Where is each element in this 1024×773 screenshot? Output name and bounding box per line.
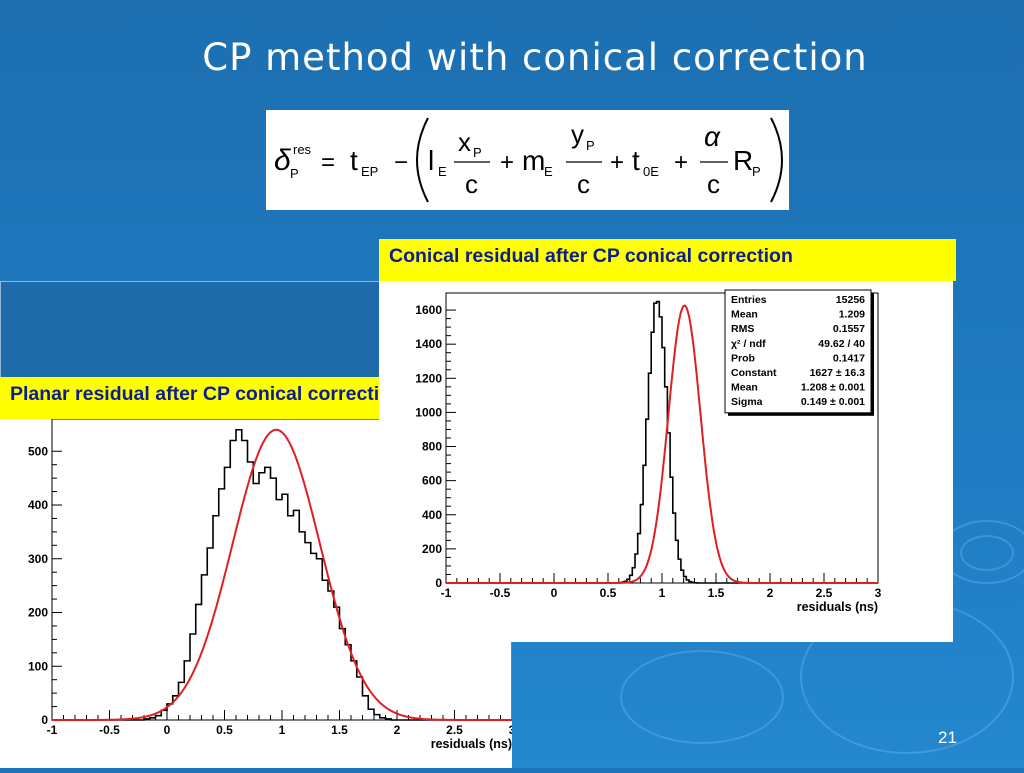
x-tick-label: 2.5 bbox=[446, 723, 463, 737]
stats-key: Constant bbox=[731, 367, 777, 379]
formula-delta: δ bbox=[274, 144, 291, 177]
histogram-series bbox=[446, 300, 878, 584]
stats-value: 0.149 ± 0.001 bbox=[801, 396, 865, 408]
x-tick-label: 0 bbox=[551, 586, 558, 600]
formula-eq: = bbox=[321, 149, 335, 176]
formula-alpha: α bbox=[704, 121, 721, 152]
stats-key: Mean bbox=[731, 309, 758, 321]
stats-value: 1627 ± 16.3 bbox=[810, 367, 866, 379]
y-tick-label: 800 bbox=[422, 440, 442, 454]
formula-t-sub: EP bbox=[361, 164, 378, 179]
conical-label: Conical residual after CP conical correc… bbox=[379, 239, 956, 281]
hidden-panel bbox=[0, 281, 382, 378]
x-tick-label: 0.5 bbox=[600, 586, 617, 600]
planar-chart: 0 100 200 300 400 500 -1 -0.5 0 0.5 1 1.5 2 2.5 3resid… bbox=[28, 418, 516, 751]
stats-value: 0.1557 bbox=[833, 323, 865, 335]
x-tick-label: 1 bbox=[279, 723, 286, 737]
y-tick-label: 200 bbox=[422, 542, 442, 556]
x-tick-label: 3 bbox=[509, 723, 512, 737]
stats-value: 15256 bbox=[836, 294, 865, 306]
planar-label: Planar residual after CP conical correct… bbox=[0, 377, 381, 419]
y-tick-label: 300 bbox=[28, 552, 48, 566]
x-tick-label: 1.5 bbox=[331, 723, 348, 737]
y-tick-label: 400 bbox=[28, 498, 48, 512]
y-tick-label: 1400 bbox=[415, 337, 442, 351]
x-tick-label: 2 bbox=[394, 723, 401, 737]
stats-value: 49.62 / 40 bbox=[818, 338, 865, 350]
x-tick-label: 1.5 bbox=[708, 586, 725, 600]
y-tick-label: 400 bbox=[422, 508, 442, 522]
x-tick-label: 0 bbox=[164, 723, 171, 737]
stats-value: 0.1417 bbox=[833, 352, 865, 364]
y-tick-label: 100 bbox=[28, 659, 48, 673]
conical-plot-panel: 0 200 400 600 800 1000 1200 1400 1600 -1 -0.5 0 0.5 1… bbox=[379, 281, 953, 642]
stats-key: Entries bbox=[731, 294, 767, 306]
stats-key: χ² / ndf bbox=[731, 338, 766, 350]
formula-right-paren bbox=[770, 117, 783, 203]
y-tick-label: 0 bbox=[435, 576, 442, 590]
stats-value: 1.208 ± 0.001 bbox=[801, 382, 865, 394]
x-tick-label: -0.5 bbox=[490, 586, 511, 600]
formula-box: δ res P = t EP − l E x P c + m E y P c + bbox=[266, 110, 789, 210]
formula-minus: − bbox=[394, 149, 408, 176]
histogram-series bbox=[52, 428, 512, 721]
x-tick-label: 0.5 bbox=[216, 723, 233, 737]
formula-x-sub: P bbox=[473, 145, 482, 160]
formula-plus: + bbox=[500, 149, 514, 176]
formula-left-paren bbox=[416, 117, 429, 203]
x-tick-label: -1 bbox=[47, 723, 58, 737]
y-tick-label: 1200 bbox=[415, 371, 442, 385]
formula-c: c bbox=[707, 169, 720, 199]
formula-R: R bbox=[733, 145, 753, 176]
stats-key: Prob bbox=[731, 352, 755, 364]
formula-t: t bbox=[350, 145, 358, 176]
formula: δ res P = t EP − l E x P c + m E y P c + bbox=[274, 117, 783, 203]
x-tick-label: -1 bbox=[441, 586, 452, 600]
y-tick-label: 0 bbox=[41, 713, 48, 727]
x-axis-label: residuals (ns) bbox=[797, 600, 878, 614]
stats-key: RMS bbox=[731, 323, 754, 335]
slide-number: 21 bbox=[938, 728, 957, 747]
formula-delta-sup: res bbox=[293, 142, 312, 157]
formula-R-sub: P bbox=[752, 164, 761, 179]
slide-title: CP method with conical correction bbox=[202, 36, 868, 79]
formula-l-sub: E bbox=[438, 164, 447, 179]
stats-key: Mean bbox=[731, 382, 758, 394]
formula-delta-sub: P bbox=[290, 166, 299, 181]
x-tick-label: 2 bbox=[767, 586, 774, 600]
conical-chart: 0 200 400 600 800 1000 1200 1400 1600 -1 -0.5 0 0.5 1… bbox=[415, 289, 882, 614]
formula-y: y bbox=[571, 119, 584, 149]
formula-m: m bbox=[522, 145, 545, 176]
ripple-decoration bbox=[620, 650, 784, 744]
formula-l: l bbox=[428, 145, 434, 176]
x-tick-label: -0.5 bbox=[99, 723, 120, 737]
formula-plus: + bbox=[674, 149, 688, 176]
x-axis-label: residuals (ns) bbox=[431, 737, 512, 751]
formula-plus: + bbox=[610, 149, 624, 176]
formula-t0-sub: 0E bbox=[643, 164, 659, 179]
formula-c: c bbox=[465, 169, 478, 199]
x-tick-label: 1 bbox=[659, 586, 666, 600]
formula-t0: t bbox=[632, 145, 640, 176]
stats-value: 1.209 bbox=[839, 309, 865, 321]
x-tick-label: 3 bbox=[875, 586, 882, 600]
x-tick-label: 2.5 bbox=[816, 586, 833, 600]
gaussian-fit-line bbox=[446, 304, 878, 584]
y-tick-label: 500 bbox=[28, 444, 48, 458]
y-tick-label: 600 bbox=[422, 474, 442, 488]
formula-y-sub: P bbox=[586, 138, 595, 153]
stats-key: Sigma bbox=[731, 396, 763, 408]
gaussian-fit-line bbox=[52, 428, 512, 721]
formula-m-sub: E bbox=[544, 164, 553, 179]
y-tick-label: 1000 bbox=[415, 405, 442, 419]
formula-x: x bbox=[458, 127, 471, 157]
y-tick-label: 200 bbox=[28, 606, 48, 620]
y-tick-label: 1600 bbox=[415, 303, 442, 317]
stats-box bbox=[724, 289, 872, 414]
formula-c: c bbox=[577, 169, 590, 199]
ripple-decoration bbox=[960, 535, 1014, 571]
